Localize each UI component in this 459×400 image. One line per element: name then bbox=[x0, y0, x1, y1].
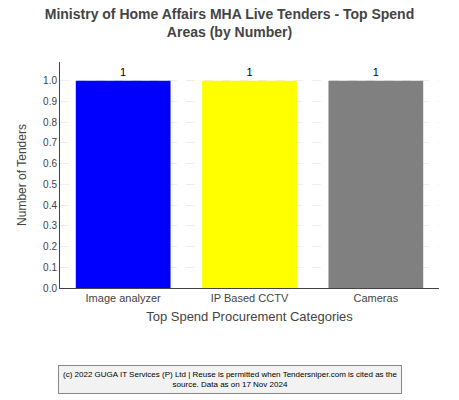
svg-text:0.7: 0.7 bbox=[43, 137, 57, 148]
svg-text:0.1: 0.1 bbox=[43, 262, 57, 273]
svg-text:(c) 2022 GUGA IT Services (P): (c) 2022 GUGA IT Services (P) Ltd | Reus… bbox=[63, 370, 397, 389]
svg-text:Top Spend Procurement Categori: Top Spend Procurement Categories bbox=[146, 309, 353, 324]
svg-text:1.0: 1.0 bbox=[43, 75, 57, 86]
svg-text:Cameras: Cameras bbox=[354, 292, 399, 304]
svg-text:0.6: 0.6 bbox=[43, 158, 57, 169]
svg-text:0.8: 0.8 bbox=[43, 117, 57, 128]
svg-text:0.3: 0.3 bbox=[43, 220, 57, 231]
svg-text:0.5: 0.5 bbox=[43, 179, 57, 190]
svg-text:Ministry of Home Affairs MHA L: Ministry of Home Affairs MHA Live Tender… bbox=[45, 6, 414, 40]
svg-text:Number of Tenders: Number of Tenders bbox=[15, 124, 29, 226]
svg-text:0.0: 0.0 bbox=[43, 283, 57, 294]
svg-text:0.9: 0.9 bbox=[43, 96, 57, 107]
svg-text:IP Based CCTV: IP Based CCTV bbox=[211, 292, 289, 304]
svg-text:0.2: 0.2 bbox=[43, 241, 57, 252]
svg-text:1: 1 bbox=[120, 66, 126, 78]
svg-text:1: 1 bbox=[373, 66, 379, 78]
svg-text:0.4: 0.4 bbox=[43, 200, 57, 211]
svg-text:1: 1 bbox=[246, 66, 252, 78]
svg-text:Image analyzer: Image analyzer bbox=[86, 292, 162, 304]
